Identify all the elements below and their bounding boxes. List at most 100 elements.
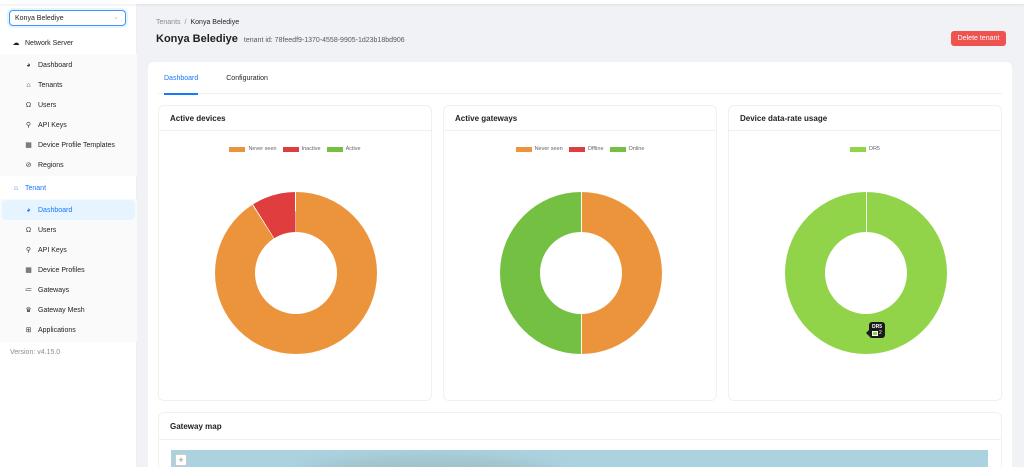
sidebar-item-label: API Keys — [38, 246, 67, 254]
donut-chart[interactable] — [215, 192, 377, 354]
tabs: Dashboard Configuration — [158, 62, 1002, 95]
legend-online[interactable]: Online — [609, 146, 645, 152]
gateway-map-card: Gateway map + — [158, 412, 1002, 467]
menu-network-server[interactable]: ☁ Network Server — [0, 33, 137, 53]
legend-offline[interactable]: Offline — [568, 146, 604, 152]
sidebar-item-label: Device Profile Templates — [38, 141, 115, 149]
card-title: Gateway map — [159, 413, 1001, 440]
legend-never-seen[interactable]: Never seen — [229, 146, 277, 152]
apps-icon: ⊞ — [25, 327, 32, 334]
sidebar-item-label: Dashboard — [38, 206, 73, 214]
legend-inactive[interactable]: Inactive — [282, 146, 321, 152]
key-icon: ⚲ — [25, 122, 32, 129]
chart-legend: Never seen Offline Online — [444, 146, 716, 152]
dashboard-icon: ◕ — [26, 206, 31, 214]
donut-chart[interactable] — [785, 192, 947, 354]
tooltip-value: 2 — [879, 330, 882, 336]
home-icon: ⌂ — [13, 184, 19, 192]
tooltip-swatch — [872, 330, 878, 336]
sidebar-item-label: Tenants — [38, 81, 63, 89]
version-label: Version: v4.15.0 — [10, 349, 61, 356]
sidebar-item-label: Dashboard — [38, 61, 73, 69]
tenant-select-value: Konya Belediye — [15, 14, 64, 22]
card-title: Device data-rate usage — [729, 106, 1001, 131]
sidebar-item-label: Regions — [38, 161, 64, 169]
legend-label: Inactive — [301, 146, 321, 152]
sidebar-item-device-profiles[interactable]: ▦ Device Profiles — [2, 260, 135, 280]
zoom-in-button[interactable]: + — [175, 454, 187, 466]
sidebar-item-ns-dashboard[interactable]: ◕ Dashboard — [2, 55, 135, 75]
menu-network-server-label: Network Server — [25, 39, 74, 47]
sidebar-item-label: Users — [38, 226, 57, 234]
sidebar-item-tenant-dashboard[interactable]: ◕ Dashboard — [2, 200, 135, 220]
legend-never-seen[interactable]: Never seen — [515, 146, 563, 152]
sidebar: Konya Belediye ⌄ ☁ Network Server ◕ Dash… — [0, 0, 137, 467]
chart-legend: DR5 — [729, 146, 1001, 152]
main-card: Dashboard Configuration Active devices N… — [148, 62, 1012, 467]
sidebar-item-tenant-api-keys[interactable]: ⚲ API Keys — [2, 240, 135, 260]
chart-legend: Never seen Inactive Active — [159, 146, 431, 152]
tab-configuration[interactable]: Configuration — [226, 74, 268, 82]
sidebar-item-gateway-mesh[interactable]: ♛ Gateway Mesh — [2, 300, 135, 320]
profile-template-icon: ▦ — [25, 142, 32, 149]
tooltip-label: DR5 — [872, 324, 883, 330]
top-bar — [0, 0, 1024, 4]
tab-dashboard[interactable]: Dashboard — [158, 62, 204, 95]
map-land — [301, 456, 561, 467]
chart-tooltip: DR5 2 — [865, 322, 886, 338]
legend-swatch — [229, 146, 246, 152]
donut-hole — [255, 232, 337, 314]
gateway-map[interactable]: + — [171, 450, 988, 467]
tenant-id: tenant id: 78feedf9-1370-4558-9905-1d23b… — [243, 37, 405, 44]
legend-swatch — [609, 146, 626, 152]
mesh-icon: ♛ — [25, 307, 32, 314]
slice-divider — [865, 192, 867, 233]
wifi-icon: ≔ — [25, 287, 32, 294]
tenant-select[interactable]: Konya Belediye ⌄ — [9, 10, 126, 26]
menu-tenant[interactable]: ⌂ Tenant — [0, 178, 137, 198]
legend-label: Never seen — [248, 146, 277, 152]
delete-tenant-button[interactable]: Delete tenant — [951, 31, 1006, 46]
legend-label: Online — [628, 146, 645, 152]
datarate-card: Device data-rate usage DR5 DR5 2 — [728, 105, 1002, 401]
legend-swatch — [849, 146, 866, 152]
sidebar-item-applications[interactable]: ⊞ Applications — [2, 320, 135, 340]
sidebar-item-gateways[interactable]: ≔ Gateways — [2, 280, 135, 300]
legend-label: Never seen — [534, 146, 563, 152]
legend-dr5[interactable]: DR5 — [849, 146, 880, 152]
legend-swatch — [515, 146, 532, 152]
legend-label: Active — [345, 146, 361, 152]
legend-swatch — [568, 146, 585, 152]
sidebar-item-label: Gateway Mesh — [38, 306, 85, 314]
legend-swatch — [282, 146, 299, 152]
breadcrumb: Tenants / Konya Belediye — [156, 19, 239, 26]
user-icon: Ω — [25, 101, 32, 109]
legend-swatch — [326, 146, 343, 152]
active-devices-card: Active devices Never seen Inactive Activ… — [158, 105, 432, 401]
sidebar-item-tenants[interactable]: ⌂ Tenants — [2, 75, 135, 95]
sidebar-item-ns-users[interactable]: Ω Users — [2, 95, 135, 115]
page-title: Konya Belediye — [156, 33, 238, 45]
network-server-submenu: ◕ Dashboard ⌂ Tenants Ω Users ⚲ API Keys… — [0, 54, 137, 176]
sidebar-item-ns-api-keys[interactable]: ⚲ API Keys — [2, 115, 135, 135]
breadcrumb-tenants-link[interactable]: Tenants — [156, 19, 181, 26]
tenant-submenu: ◕ Dashboard Ω Users ⚲ API Keys ▦ Device … — [0, 199, 137, 342]
legend-label: DR5 — [868, 146, 880, 152]
donut-chart[interactable] — [500, 192, 662, 354]
home-icon: ⌂ — [26, 81, 31, 89]
sidebar-item-tenant-users[interactable]: Ω Users — [2, 220, 135, 240]
profile-icon: ▦ — [25, 267, 32, 274]
donut-hole — [825, 232, 907, 314]
breadcrumb-current: Konya Belediye — [190, 19, 240, 26]
legend-label: Offline — [587, 146, 604, 152]
sidebar-item-label: Users — [38, 101, 57, 109]
breadcrumb-separator: / — [184, 19, 187, 26]
sidebar-item-label: API Keys — [38, 121, 67, 129]
dashboard-icon: ◕ — [26, 61, 31, 69]
page-header: Konya Belediye tenant id: 78feedf9-1370-… — [156, 33, 405, 45]
sidebar-item-label: Gateways — [38, 286, 70, 294]
legend-active[interactable]: Active — [326, 146, 361, 152]
user-icon: Ω — [25, 226, 32, 234]
sidebar-item-device-profile-templates[interactable]: ▦ Device Profile Templates — [2, 135, 135, 155]
sidebar-item-regions[interactable]: ⊘ Regions — [2, 155, 135, 175]
